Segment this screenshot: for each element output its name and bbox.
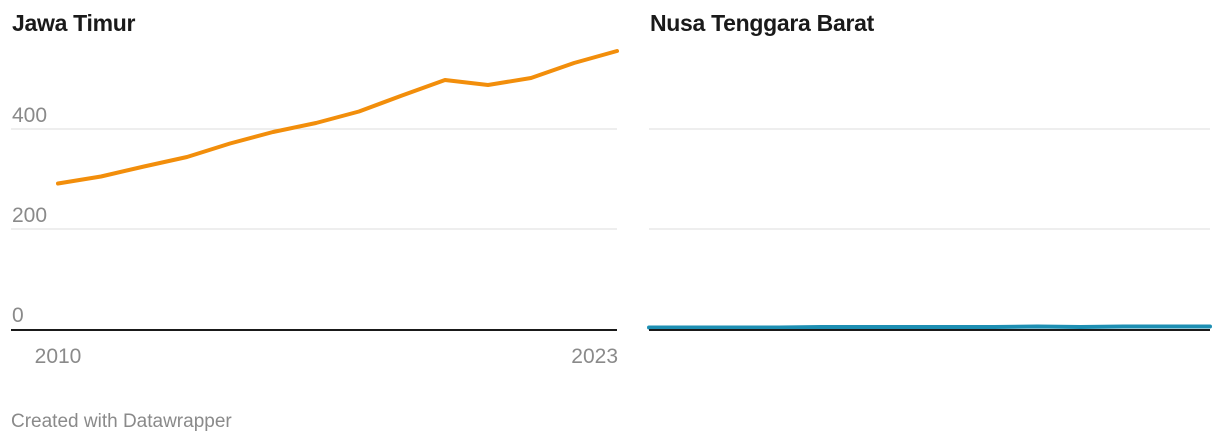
chart-title: Jawa Timur xyxy=(12,10,136,36)
series-line xyxy=(647,324,1212,330)
footer-credit: Created with Datawrapper xyxy=(11,411,232,432)
line-chart-jawa-timur: 0 200 400 2010 2023 xyxy=(11,49,619,368)
y-tick-label: 400 xyxy=(12,104,47,127)
series-line xyxy=(56,49,619,186)
x-tick-label: 2010 xyxy=(35,345,82,368)
line-chart-nusa-tenggara-barat xyxy=(647,128,1212,331)
chart-title: Nusa Tenggara Barat xyxy=(650,10,874,36)
y-tick-label: 200 xyxy=(12,204,47,227)
chart-panel-nusa-tenggara-barat: Nusa Tenggara Barat xyxy=(647,0,1212,380)
x-tick-label: 2023 xyxy=(571,345,618,368)
y-tick-label: 0 xyxy=(12,304,24,327)
chart-panel-jawa-timur: Jawa Timur 0 200 400 2010 2023 xyxy=(11,0,619,380)
